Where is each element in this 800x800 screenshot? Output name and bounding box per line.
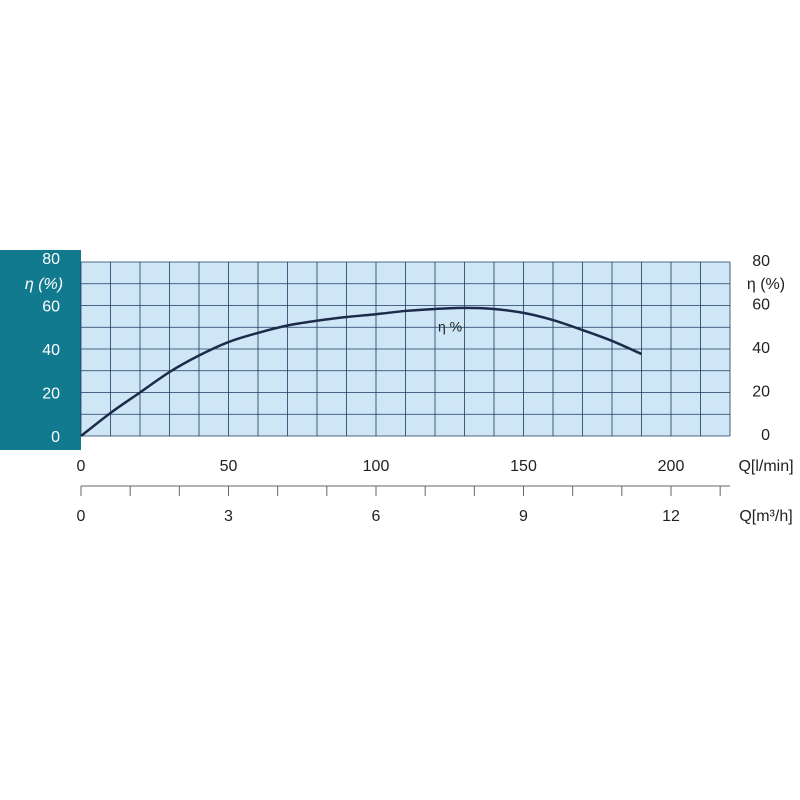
x2-tick-label: 3 xyxy=(224,508,233,525)
efficiency-curve xyxy=(80,306,643,437)
y-axis-label: η (%) xyxy=(25,276,63,293)
x-tick-label: 0 xyxy=(77,458,86,475)
y2-tick-label: 80 xyxy=(752,253,770,270)
y2-tick-label: 60 xyxy=(752,297,770,314)
x2-tick-label: 6 xyxy=(372,508,381,525)
annotation: η % xyxy=(438,319,462,335)
y2-tick-label: 0 xyxy=(761,427,770,444)
left-axis-panel xyxy=(0,250,81,450)
x-tick-label: 150 xyxy=(510,458,537,475)
x-axis-label: Q[l/min] xyxy=(738,458,793,475)
y-tick-label: 0 xyxy=(51,429,60,446)
x2-tick-label: 0 xyxy=(77,508,86,525)
y2-tick-label: 40 xyxy=(752,340,770,357)
y-tick-label: 40 xyxy=(42,342,60,359)
x2-axis-label: Q[m³/h] xyxy=(739,508,792,525)
y-tick-label: 60 xyxy=(42,299,60,316)
y2-axis-label: η (%) xyxy=(747,276,785,293)
x2-tick-label: 9 xyxy=(519,508,528,525)
y-tick-label: 80 xyxy=(42,251,60,268)
y-tick-label: 20 xyxy=(42,386,60,403)
x2-tick-label: 12 xyxy=(662,508,680,525)
y2-tick-label: 20 xyxy=(752,384,770,401)
x-tick-label: 50 xyxy=(220,458,238,475)
x-tick-label: 100 xyxy=(363,458,390,475)
x-tick-label: 200 xyxy=(658,458,685,475)
